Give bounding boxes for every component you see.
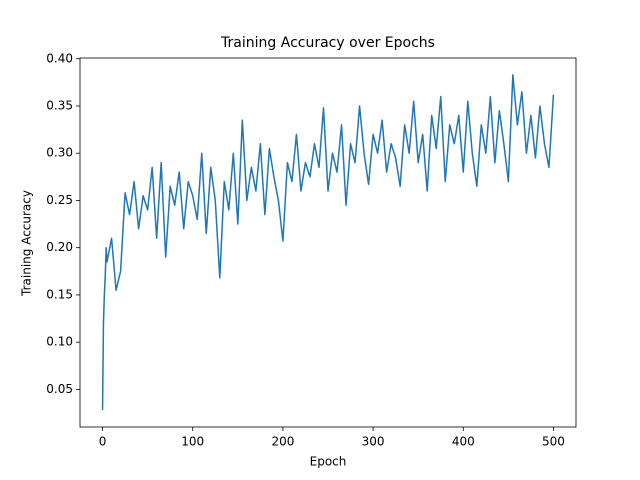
y-tick-label: 0.40 [46,51,73,65]
y-tick-label: 0.25 [46,193,73,207]
x-tick-label: 500 [542,435,565,449]
x-tick-label: 200 [271,435,294,449]
x-tick-label: 400 [452,435,475,449]
y-axis-label: Training Accuracy [20,190,34,297]
chart-title: Training Accuracy over Epochs [220,35,435,51]
y-tick-label: 0.05 [46,382,73,396]
x-tick-label: 0 [99,435,107,449]
x-axis-label: Epoch [310,455,347,469]
x-tick-label: 300 [362,435,385,449]
data-line [101,74,555,411]
y-tick-label: 0.30 [46,146,73,160]
y-tick-label: 0.35 [46,98,73,112]
y-tick-label: 0.10 [46,335,73,349]
plot-frame [79,57,577,428]
y-tick-label: 0.15 [46,287,73,301]
x-tick-label: 100 [181,435,204,449]
y-tick-label: 0.20 [46,240,73,254]
